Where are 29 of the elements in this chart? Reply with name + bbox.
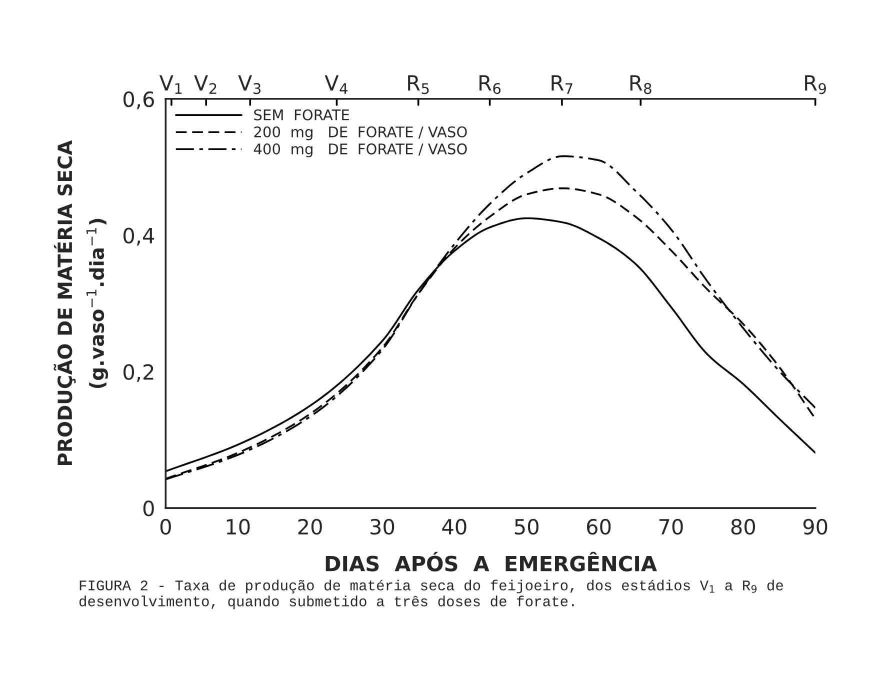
x-tick-label: 0 xyxy=(160,518,171,535)
ref-line-label: R$_{5}$ xyxy=(408,75,429,94)
y-tick-label: 0 xyxy=(143,500,154,516)
ref-line-label: V$_{2}$ xyxy=(194,75,216,94)
y-tick-label: 0,2 xyxy=(124,364,154,382)
x-tick-label: 60 xyxy=(586,518,611,535)
ref-line-label: R$_{6}$ xyxy=(480,75,501,94)
y-tick-label: 0,4 xyxy=(124,228,154,246)
x-tick-label: 50 xyxy=(514,518,538,535)
legend-label: SEM FORATE xyxy=(254,109,349,120)
x-tick-label: 10 xyxy=(226,518,250,535)
ref-line-label: V$_{4}$ xyxy=(324,75,348,94)
ref-line-label: R$_{7}$ xyxy=(552,75,572,94)
x-tick-label: 80 xyxy=(731,518,756,535)
legend-label: 200 mg DE FORATE / VASO xyxy=(254,126,467,140)
x-tick-label: 20 xyxy=(298,518,322,535)
x-tick-label: 40 xyxy=(442,518,466,535)
ref-line-label: V$_{3}$ xyxy=(238,75,261,94)
text: FIGURA 2 - Taxa de produção de matéria seca do feijoeiro, dos estádios V$_{1}$ a R$_{9}$ de desenvolvimento, quando submetido a três doses de forate. xyxy=(79,580,783,610)
x-tick-label: 90 xyxy=(803,518,828,535)
x-tick-label: 30 xyxy=(370,518,394,535)
ref-line-label: V$_{1}$ xyxy=(159,75,182,94)
y-tick-label: 0,6 xyxy=(124,91,154,110)
y-axis-title: PRODUÇÃO DE MATÉRIA SECA (g.vaso$^{−1}$.dia$^{−1}$) xyxy=(54,140,108,465)
legend-label: 400 mg DE FORATE / VASO xyxy=(254,143,467,158)
x-axis-title: DIAS APÓS A EMERGÊNCIA xyxy=(326,552,657,572)
ref-line-label: R$_{8}$ xyxy=(630,75,652,94)
x-tick-label: 70 xyxy=(659,518,683,535)
ref-line-label: R$_{9}$ xyxy=(805,75,826,94)
